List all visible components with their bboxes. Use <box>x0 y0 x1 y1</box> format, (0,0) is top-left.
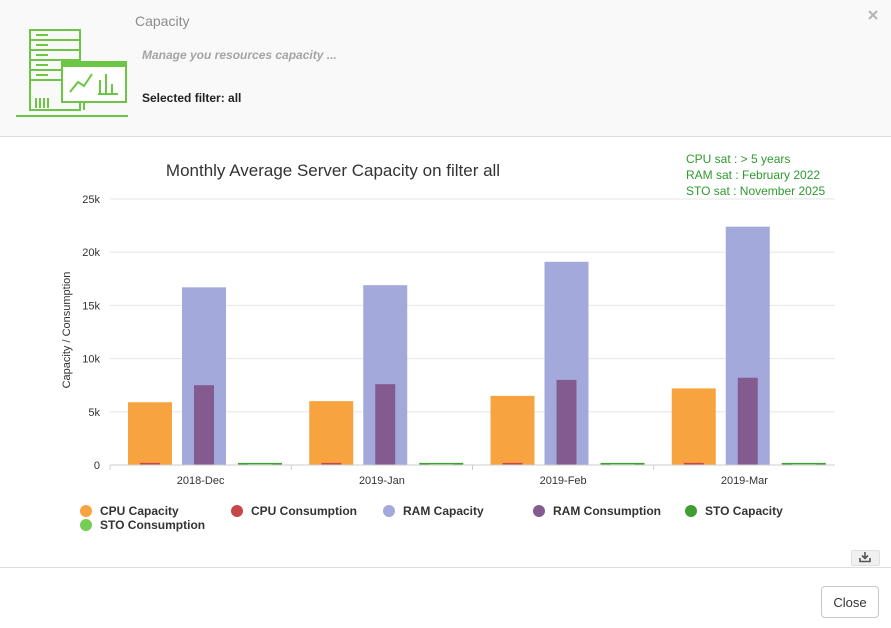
chart-area: Monthly Average Server Capacity on filte… <box>0 137 891 567</box>
cpu-saturation: CPU sat : > 5 years <box>686 152 791 166</box>
bar[interactable] <box>429 463 454 465</box>
x-tick-label: 2018-Dec <box>177 475 225 487</box>
bar[interactable] <box>140 462 160 465</box>
page-title: Capacity <box>135 13 190 29</box>
capacity-chart: Monthly Average Server Capacity on filte… <box>61 161 835 532</box>
legend-item[interactable]: RAM Capacity <box>403 504 484 518</box>
bar[interactable] <box>490 395 535 465</box>
legend-marker[interactable] <box>383 505 395 517</box>
legend-item[interactable]: CPU Consumption <box>251 504 357 518</box>
close-button[interactable]: Close <box>821 586 879 618</box>
bar[interactable] <box>671 388 716 465</box>
bar[interactable] <box>194 385 214 465</box>
legend-marker[interactable] <box>533 505 545 517</box>
y-tick-label: 25k <box>82 194 100 206</box>
server-monitor-icon <box>16 29 128 117</box>
bar[interactable] <box>502 462 523 465</box>
footer: Close <box>0 567 891 628</box>
legend-marker[interactable] <box>685 505 697 517</box>
legend-marker[interactable] <box>80 505 92 517</box>
header: Capacity Manage you resources capacity .… <box>0 0 891 137</box>
y-axis-label: Capacity / Consumption <box>61 272 73 389</box>
legend-item[interactable]: RAM Consumption <box>553 504 661 518</box>
y-tick-label: 15k <box>82 300 100 312</box>
legend-marker[interactable] <box>80 519 92 531</box>
page-subtitle: Manage you resources capacity ... <box>142 48 337 62</box>
download-button[interactable] <box>851 550 880 566</box>
download-icon <box>859 552 871 563</box>
x-tick-label: 2019-Feb <box>540 475 587 487</box>
x-tick-label: 2019-Mar <box>721 475 768 487</box>
bar[interactable] <box>321 462 342 465</box>
y-tick-label: 0 <box>94 460 100 472</box>
x-tick-label: 2019-Jan <box>359 475 405 487</box>
selected-filter: Selected filter: all <box>142 91 242 105</box>
bar[interactable] <box>683 462 704 465</box>
bar[interactable] <box>791 463 816 465</box>
close-icon[interactable] <box>866 8 880 22</box>
chart-title: Monthly Average Server Capacity on filte… <box>166 161 500 180</box>
ram-saturation: RAM sat : February 2022 <box>686 168 821 182</box>
bar[interactable] <box>309 401 354 465</box>
legend-item[interactable]: STO Consumption <box>100 518 205 532</box>
bar[interactable] <box>248 463 272 465</box>
y-tick-label: 5k <box>88 407 100 419</box>
sto-saturation: STO sat : November 2025 <box>686 184 826 198</box>
y-tick-label: 20k <box>82 247 100 259</box>
y-tick-label: 10k <box>82 354 100 366</box>
bar[interactable] <box>128 402 172 465</box>
bar[interactable] <box>610 463 635 465</box>
legend-item[interactable]: CPU Capacity <box>100 504 179 518</box>
legend-marker[interactable] <box>231 505 243 517</box>
bar[interactable] <box>556 379 577 465</box>
bar[interactable] <box>737 377 758 465</box>
saturation-info: CPU sat : > 5 years RAM sat : February 2… <box>686 151 825 199</box>
bar[interactable] <box>375 384 396 465</box>
legend-item[interactable]: STO Capacity <box>705 504 783 518</box>
